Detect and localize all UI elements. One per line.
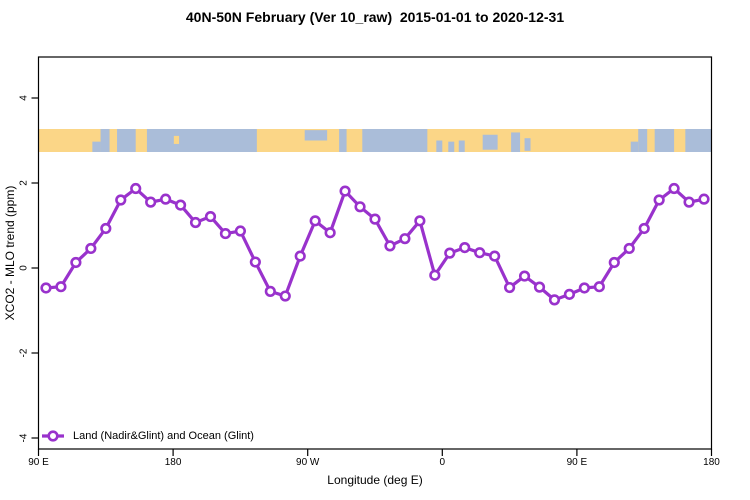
data-point bbox=[234, 225, 246, 237]
x-tick-label: 90 E bbox=[566, 457, 588, 468]
map-strip-segment-land bbox=[346, 129, 363, 152]
data-point bbox=[294, 250, 306, 262]
map-strip-segment-land bbox=[109, 129, 118, 152]
map-strip-segment-land bbox=[674, 129, 686, 152]
data-point bbox=[40, 282, 52, 294]
data-point bbox=[563, 288, 576, 300]
map-strip-segment-land bbox=[38, 129, 101, 152]
data-point bbox=[608, 256, 620, 269]
data-point bbox=[623, 242, 635, 255]
legend-marker bbox=[47, 430, 59, 442]
map-strip-segment-ocean bbox=[524, 138, 531, 151]
y-axis-label: XCO2 - MLO trend (ppm) bbox=[3, 185, 17, 321]
data-point bbox=[354, 201, 366, 213]
data-point bbox=[339, 185, 351, 197]
legend-label: Land (Nadir&Glint) and Ocean (Glint) bbox=[73, 430, 254, 442]
data-point bbox=[429, 269, 441, 281]
map-strip-segment-ocean bbox=[630, 141, 639, 152]
data-point bbox=[683, 196, 695, 208]
map-strip-segment-land bbox=[427, 129, 639, 152]
data-point bbox=[279, 290, 291, 302]
y-tick-label: 4 bbox=[18, 95, 30, 101]
data-point bbox=[474, 247, 486, 259]
chart-title: 40N-50N February (Ver 10_raw) 2015-01-01… bbox=[185, 9, 565, 25]
data-point bbox=[518, 270, 531, 282]
map-strip-segment-land bbox=[135, 129, 147, 152]
data-point bbox=[100, 222, 112, 235]
data-point bbox=[414, 215, 426, 227]
data-point bbox=[174, 199, 187, 211]
data-point bbox=[698, 193, 710, 205]
x-axis-label: Longitude (deg E) bbox=[327, 473, 423, 487]
data-point bbox=[115, 194, 127, 206]
data-line bbox=[45, 186, 705, 302]
data-point bbox=[533, 281, 546, 293]
data-point bbox=[70, 256, 82, 269]
data-point bbox=[668, 182, 680, 195]
data-point bbox=[219, 227, 232, 240]
data-point bbox=[324, 227, 336, 239]
data-point bbox=[369, 213, 381, 225]
map-strip-segment-ocean bbox=[511, 132, 521, 152]
map-strip-segment-land bbox=[173, 135, 180, 144]
y-tick-label: -4 bbox=[18, 433, 30, 443]
data-point bbox=[204, 210, 217, 223]
data-point bbox=[548, 294, 561, 306]
data-point bbox=[384, 240, 396, 252]
map-strip-segment-land bbox=[647, 129, 655, 152]
y-tick-label: 2 bbox=[18, 180, 30, 186]
data-point bbox=[309, 215, 321, 227]
map-strip-segment-ocean bbox=[458, 140, 465, 152]
map-strip-segment-ocean bbox=[482, 134, 498, 150]
data-point bbox=[130, 182, 142, 195]
map-strip-segment-ocean bbox=[92, 141, 101, 152]
data-point bbox=[489, 250, 501, 262]
data-point bbox=[504, 281, 516, 294]
data-point bbox=[55, 281, 67, 293]
data-point bbox=[593, 281, 605, 293]
data-point bbox=[399, 233, 411, 245]
data-point bbox=[85, 242, 97, 255]
y-tick-label: -2 bbox=[18, 348, 30, 358]
data-point bbox=[653, 194, 665, 206]
data-point bbox=[189, 216, 202, 229]
x-tick-label: 180 bbox=[164, 457, 182, 468]
data-point bbox=[145, 196, 157, 208]
x-tick-label: 90 W bbox=[296, 457, 320, 468]
x-tick-label: 0 bbox=[439, 457, 446, 468]
data-point bbox=[459, 242, 471, 254]
data-point bbox=[638, 222, 650, 235]
map-strip-segment-ocean bbox=[304, 130, 328, 141]
map-strip-segment-ocean bbox=[436, 140, 443, 152]
plot-border bbox=[37, 56, 713, 450]
x-tick-label: 180 bbox=[703, 457, 720, 468]
data-point bbox=[578, 282, 590, 294]
data-point bbox=[249, 256, 261, 268]
x-tick-label: 90 E bbox=[28, 457, 49, 468]
data-point bbox=[444, 247, 456, 259]
data-point bbox=[264, 285, 276, 297]
data-point bbox=[160, 193, 172, 205]
map-strip-segment-ocean bbox=[448, 141, 455, 152]
y-tick-label: 0 bbox=[18, 265, 30, 271]
